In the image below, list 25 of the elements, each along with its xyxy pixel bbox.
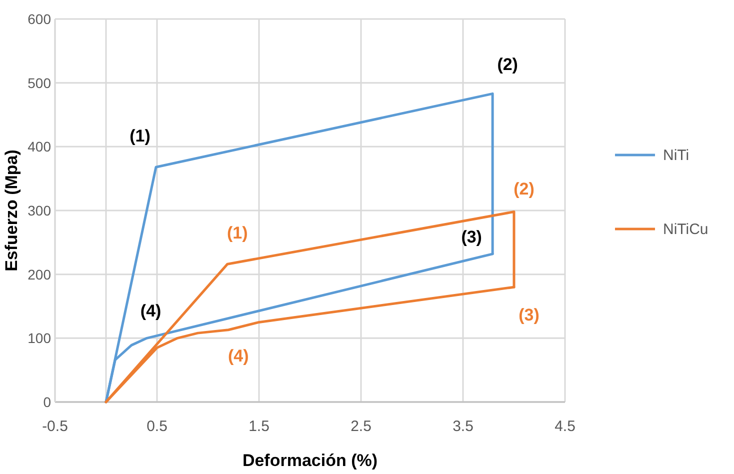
y-tick-label: 500 [28, 74, 52, 91]
x-tick-label: 4.5 [554, 418, 576, 435]
legend-label: NiTiCu [663, 221, 708, 238]
y-tick-label: 200 [28, 266, 52, 282]
x-tick-label: 0.5 [146, 418, 168, 435]
y-tick-label: 0 [43, 394, 52, 410]
y-tick-label: 300 [28, 202, 52, 218]
y-tick-label: 600 [28, 11, 52, 27]
y-tick-label: 400 [28, 138, 52, 155]
annotation: (2) [514, 179, 534, 198]
annotation: (4) [228, 346, 249, 366]
x-tick-label: -0.5 [42, 418, 68, 435]
annotation: (3) [461, 227, 482, 246]
y-tick-label: 100 [28, 330, 52, 346]
annotation: (1) [130, 126, 150, 146]
x-axis-title: Deformación (%) [242, 451, 378, 470]
x-tick-label: 1.5 [248, 418, 270, 435]
y-axis-title: Esfuerzo (Mpa) [2, 150, 21, 272]
annotation: (4) [140, 302, 162, 321]
legend-label: NiTi [663, 147, 690, 164]
x-tick-label: 3.5 [452, 418, 474, 435]
x-tick-label: 2.5 [350, 418, 372, 435]
annotation: (3) [518, 306, 540, 325]
annotation: (1) [226, 224, 248, 243]
annotation: (2) [497, 55, 518, 74]
